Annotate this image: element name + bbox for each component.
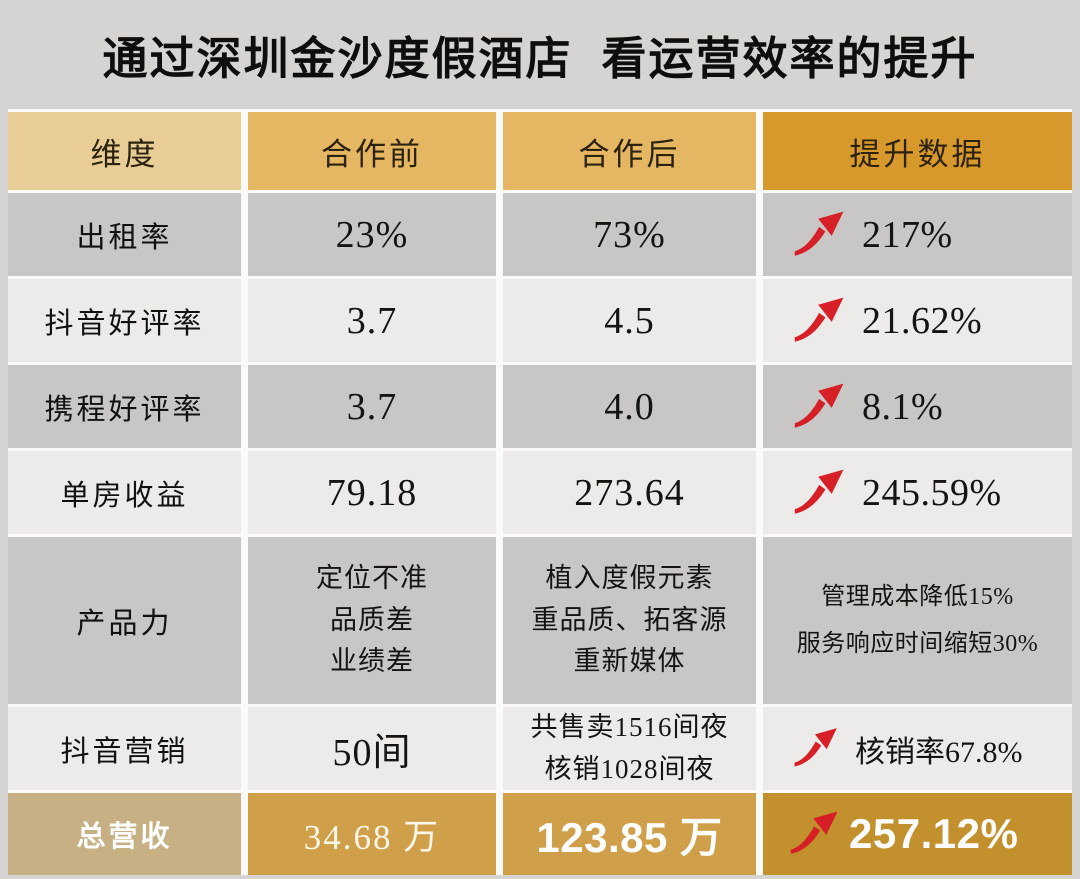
row-0-improvement: 217% bbox=[763, 193, 1072, 276]
row-2-after: 4.0 bbox=[503, 365, 756, 448]
text-line: 定位不准 bbox=[316, 562, 428, 593]
row-3-improvement: 245.59% bbox=[763, 451, 1072, 534]
cell-value: 123.85 万 bbox=[536, 813, 723, 861]
trend-up-arrow-icon bbox=[794, 469, 844, 514]
cell-value: 抖音好评率 bbox=[44, 307, 205, 340]
row-4-dimension: 产品力 bbox=[8, 537, 241, 704]
cell-value: 抖音营销 bbox=[60, 735, 189, 768]
text-line: 植入度假元素 bbox=[545, 562, 714, 593]
cell-value: 3.7 bbox=[346, 385, 398, 428]
total-row-dimension: 总营收 bbox=[8, 793, 241, 875]
row-1-after: 4.5 bbox=[503, 279, 756, 362]
row-3-after: 273.64 bbox=[503, 451, 756, 534]
total-row-improvement: 257.12% bbox=[763, 793, 1072, 875]
cell-value: 单房收益 bbox=[60, 479, 189, 512]
cell-value: 273.64 bbox=[574, 471, 685, 514]
text-line: 管理成本降低15% bbox=[821, 583, 1014, 610]
row-1-improvement: 21.62% bbox=[763, 279, 1072, 362]
cell-value: 4.5 bbox=[604, 299, 655, 342]
row-5-dimension: 抖音营销 bbox=[8, 707, 241, 790]
text-line: 重品质、拓客源 bbox=[531, 604, 728, 635]
header-improvement: 提升数据 bbox=[763, 112, 1072, 190]
cell-value: 提升数据 bbox=[849, 136, 986, 172]
row-5-improvement: 核销率67.8% bbox=[763, 707, 1072, 790]
cell-value: 携程好评率 bbox=[44, 393, 205, 426]
text-line: 核销1028间夜 bbox=[544, 753, 715, 784]
trend-up-arrow-icon bbox=[790, 811, 838, 854]
cell-value: 合作后 bbox=[578, 136, 681, 172]
cell-value: 8.1% bbox=[862, 385, 944, 428]
cell-value: 核销率67.8% bbox=[855, 735, 1023, 769]
row-1-dimension: 抖音好评率 bbox=[8, 279, 241, 362]
row-3-before: 79.18 bbox=[248, 451, 496, 534]
text-line: 重新媒体 bbox=[573, 646, 686, 677]
cell-value: 21.62% bbox=[862, 299, 983, 342]
cell-value: 3.7 bbox=[346, 299, 398, 342]
cell-value: 217% bbox=[862, 213, 953, 256]
cell-value: 总营收 bbox=[76, 821, 173, 853]
total-row-after: 123.85 万 bbox=[503, 793, 756, 875]
cell-value: 产品力 bbox=[76, 607, 173, 640]
row-0-after: 73% bbox=[503, 193, 756, 276]
row-2-improvement: 8.1% bbox=[763, 365, 1072, 448]
cell-value: 245.59% bbox=[862, 471, 1002, 514]
cell-value: 73% bbox=[593, 213, 666, 256]
trend-up-arrow-icon bbox=[794, 297, 844, 342]
cell-value: 合作前 bbox=[321, 136, 423, 172]
header-dimension: 维度 bbox=[8, 112, 241, 190]
cell-value: 79.18 bbox=[326, 471, 418, 514]
row-5-after: 共售卖1516间夜 核销1028间夜 bbox=[503, 707, 756, 790]
trend-up-arrow-icon bbox=[794, 728, 837, 767]
trend-up-arrow-icon bbox=[794, 211, 844, 256]
page-title: 通过深圳金沙度假酒店 看运营效率的提升 bbox=[102, 33, 978, 84]
cell-value: 出租率 bbox=[76, 221, 173, 254]
text-line: 业绩差 bbox=[330, 646, 414, 677]
comparison-table: 维度 合作前 合作后 提升数据出租率 23% 73% 217% 抖音好评率 3.7 4.5 21.6… bbox=[8, 109, 1072, 875]
row-0-dimension: 出租率 bbox=[8, 193, 241, 276]
header-before: 合作前 bbox=[248, 112, 496, 190]
text-line: 品质差 bbox=[330, 604, 414, 635]
row-5-before: 50间 bbox=[248, 707, 496, 790]
text-line: 服务响应时间缩短30% bbox=[796, 630, 1039, 657]
row-2-before: 3.7 bbox=[248, 365, 496, 448]
trend-up-arrow-icon bbox=[794, 383, 844, 428]
cell-value: 23% bbox=[335, 213, 409, 256]
row-0-before: 23% bbox=[248, 193, 496, 276]
cell-value: 34.68 万 bbox=[303, 817, 441, 857]
cell-value: 维度 bbox=[90, 136, 159, 172]
cell-value: 50间 bbox=[332, 732, 412, 774]
row-4-improvement: 管理成本降低15% 服务响应时间缩短30% bbox=[763, 537, 1072, 704]
header-after: 合作后 bbox=[503, 112, 756, 190]
row-2-dimension: 携程好评率 bbox=[8, 365, 241, 448]
total-row-before: 34.68 万 bbox=[248, 793, 496, 875]
cell-value: 257.12% bbox=[849, 810, 1019, 857]
row-4-before: 定位不准品质差业绩差 bbox=[248, 537, 496, 704]
row-3-dimension: 单房收益 bbox=[8, 451, 241, 534]
row-1-before: 3.7 bbox=[248, 279, 496, 362]
cell-value: 4.0 bbox=[604, 385, 655, 428]
text-line: 共售卖1516间夜 bbox=[530, 711, 729, 742]
row-4-after: 植入度假元素 重品质、拓客源 重新媒体 bbox=[503, 537, 756, 704]
